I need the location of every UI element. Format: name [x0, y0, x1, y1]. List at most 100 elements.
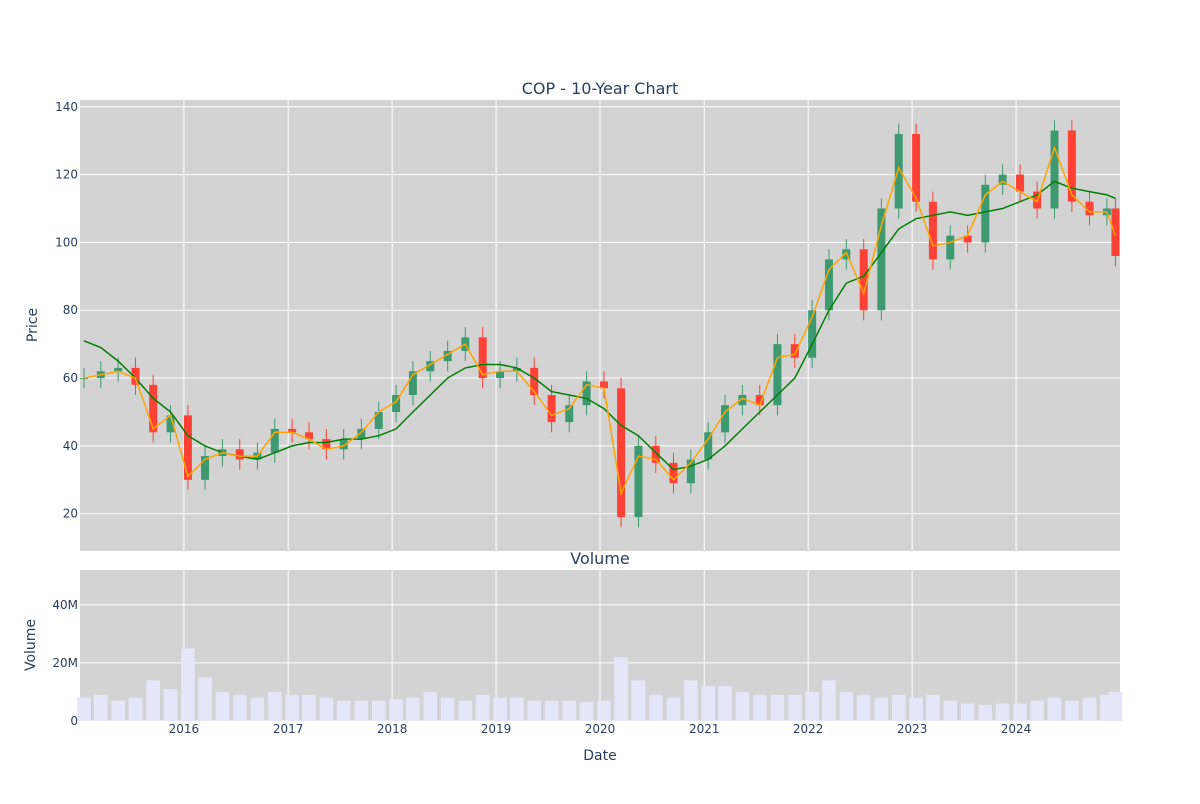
candles [79, 120, 1120, 528]
candle-body [998, 174, 1007, 185]
volume-bar [1082, 697, 1097, 721]
volume-bar [943, 700, 958, 721]
volume-bar [597, 700, 611, 721]
candle-body [288, 428, 297, 433]
price-y-tick-labels: 20 40 60 80 100 120 140 [55, 100, 78, 521]
price-y-tick-label: 80 [63, 303, 78, 317]
x-tick-label: 2022 [793, 722, 824, 736]
candle-body [738, 395, 747, 406]
volume-bar [406, 697, 420, 721]
volume-y-tick-labels: 0 20M 40M [52, 598, 78, 728]
candle-body [443, 350, 452, 362]
candle-body [1050, 130, 1059, 209]
volume-bar [631, 680, 646, 721]
volume-bar [1013, 703, 1027, 721]
candle-body [686, 459, 695, 484]
volume-bar [1047, 697, 1062, 721]
volume-bar [163, 689, 178, 721]
volume-bar [926, 694, 940, 721]
volume-bar [787, 694, 802, 721]
volume-bar [1065, 700, 1079, 721]
volume-bar [856, 694, 871, 721]
volume-bar [93, 694, 108, 721]
volume-bar [198, 677, 212, 721]
volume-bar [371, 700, 386, 721]
price-y-tick-label: 120 [55, 168, 78, 182]
x-tick-label: 2021 [689, 722, 720, 736]
volume-bar [684, 680, 698, 721]
candle-body [201, 456, 210, 480]
volume-bar [752, 694, 767, 721]
price-y-tick-label: 40 [63, 439, 78, 453]
candle-body [339, 439, 348, 450]
candle-body [235, 449, 244, 460]
x-tick-label: 2018 [377, 722, 408, 736]
candle-body [1016, 174, 1025, 192]
candle-body [304, 432, 313, 440]
candle-body [877, 208, 886, 311]
price-y-tick-label: 60 [63, 371, 78, 385]
candle-body [166, 415, 175, 433]
candle-body [426, 361, 435, 372]
volume-bar [614, 657, 628, 721]
volume-bar [475, 694, 490, 721]
candle-body [634, 445, 643, 518]
volume-bar [128, 697, 143, 721]
volume-bar [666, 697, 681, 721]
x-tick-label: 2019 [481, 722, 512, 736]
volume-bar [250, 697, 265, 721]
x-tick-label: 2024 [1001, 722, 1032, 736]
candle-body [1111, 208, 1120, 256]
volume-bar [701, 686, 716, 721]
price-y-tick-label: 20 [63, 507, 78, 521]
volume-bar [891, 694, 906, 721]
volume-bar [805, 691, 819, 721]
candle-body [582, 381, 591, 406]
candle-body [912, 133, 921, 202]
volume-y-axis-label: Volume [23, 619, 39, 671]
candle-body [512, 367, 521, 372]
candle-body [149, 384, 158, 433]
volume-bar [839, 691, 854, 721]
volume-bar [423, 691, 438, 721]
x-tick-label: 2016 [169, 722, 200, 736]
volume-bar [389, 699, 403, 721]
volume-bar [822, 680, 836, 721]
volume-bar [960, 703, 975, 721]
volume-bar [735, 691, 750, 721]
candle-body [963, 235, 972, 243]
volume-y-tick-label: 0 [70, 714, 78, 728]
candle-body [651, 445, 660, 463]
volume-bar [440, 697, 455, 721]
candle-body [669, 462, 678, 484]
candle-body [808, 310, 817, 358]
volume-bar [336, 700, 351, 721]
volume-bar [354, 700, 369, 721]
candle-body [478, 337, 487, 379]
candle-body [565, 405, 574, 423]
x-tick-label: 2017 [273, 722, 304, 736]
volume-bar [874, 697, 889, 721]
candle-body [755, 395, 764, 406]
volume-bar [181, 648, 195, 721]
volume-bar [285, 694, 299, 721]
volume-bar [302, 694, 316, 721]
price-y-tick-label: 140 [55, 100, 78, 114]
volume-bar [493, 697, 507, 721]
candle-body [408, 371, 417, 396]
price-y-tick-label: 100 [55, 235, 78, 249]
candle-body [721, 405, 730, 433]
candle-body [790, 344, 799, 358]
candle-body [824, 259, 833, 311]
candle-body [1085, 201, 1094, 216]
volume-bar [77, 697, 91, 721]
candle-body [547, 395, 556, 423]
candle-body [1067, 130, 1076, 202]
candle-body [704, 432, 713, 460]
volume-bar [1030, 700, 1044, 721]
volume-bar [319, 697, 334, 721]
price-y-axis-label: Price [25, 308, 41, 342]
candle-body [183, 415, 192, 480]
x-tick-label: 2023 [897, 722, 928, 736]
